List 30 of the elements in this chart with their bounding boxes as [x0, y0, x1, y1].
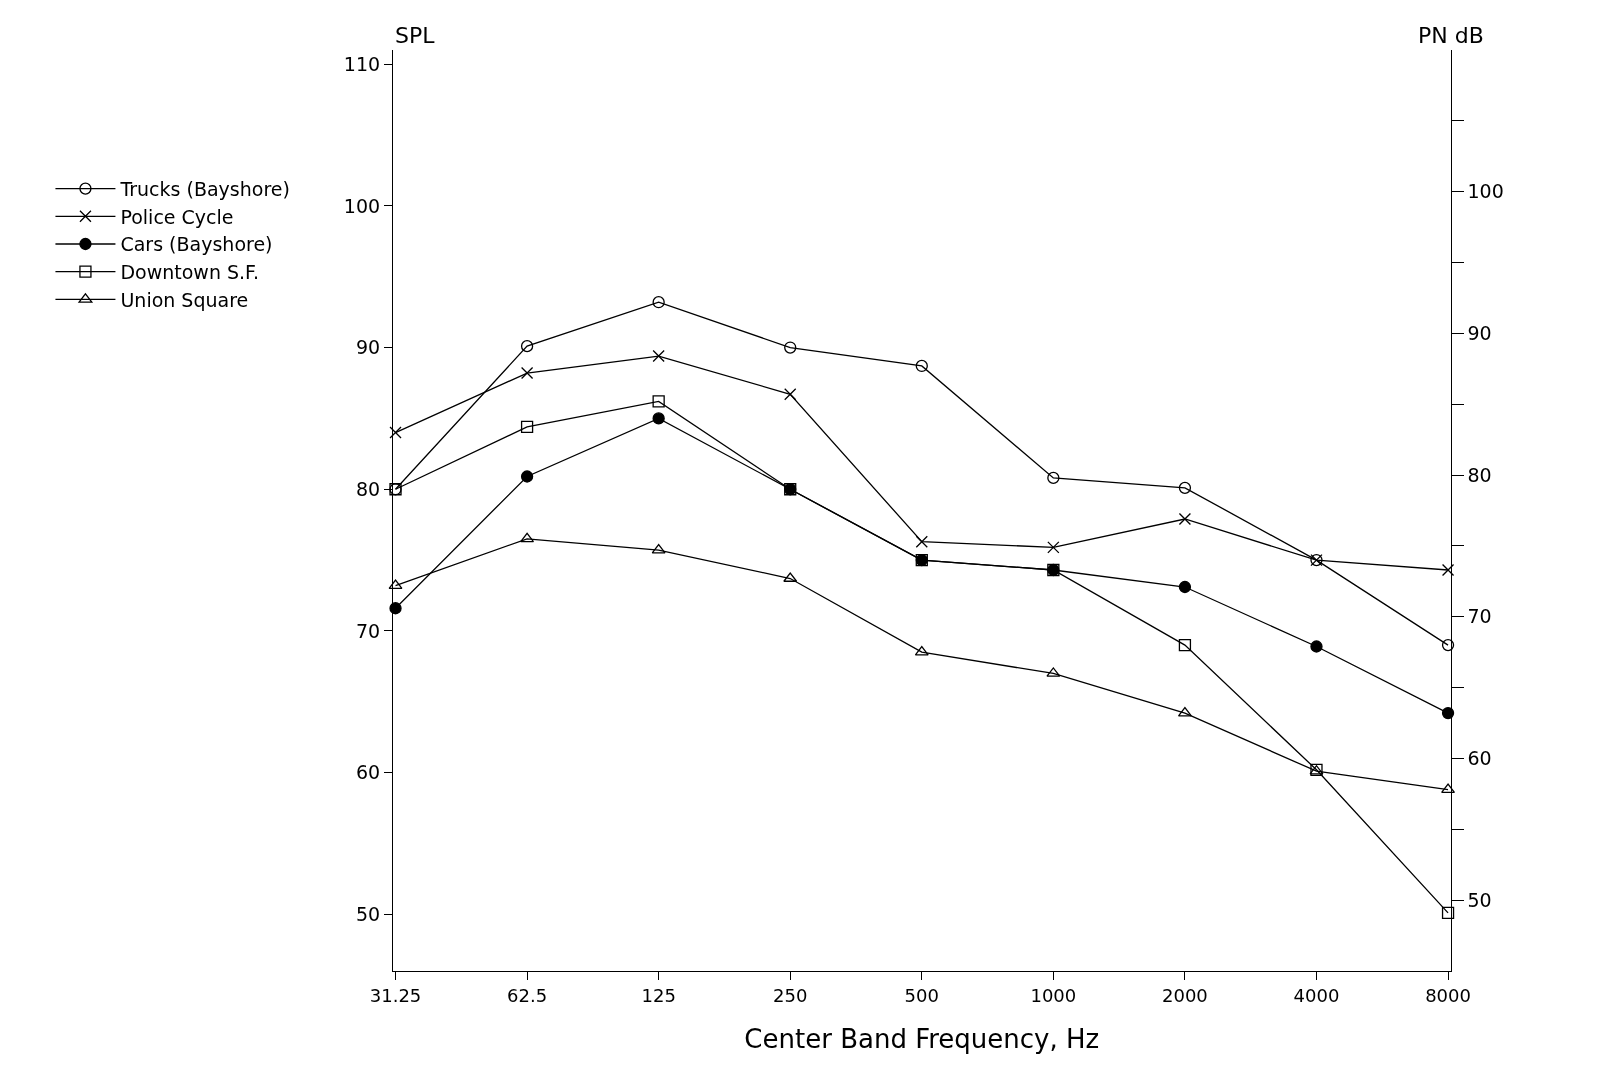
y-tick-label: 90: [355, 336, 381, 359]
y2-axis-title: PN dB: [1418, 23, 1484, 48]
legend-label: Trucks (Bayshore): [119, 177, 290, 200]
x-tick-label: 62.5: [507, 984, 548, 1006]
y2-tick-label: 50: [1467, 888, 1492, 911]
legend-label: Downtown S.F.: [120, 261, 259, 284]
x-tick-label: 2000: [1162, 984, 1208, 1006]
y2-tick-label: 70: [1467, 605, 1492, 628]
y2-tick-label: 80: [1467, 463, 1492, 486]
x-tick-label: 250: [773, 984, 808, 1006]
x-tick-label: 31.25: [369, 984, 422, 1006]
y-axis-title: SPL: [395, 23, 436, 48]
y-tick-label: 110: [343, 52, 381, 75]
y-tick-label: 60: [355, 761, 381, 784]
x-tick-label: 500: [904, 984, 939, 1006]
x-tick-label: 8000: [1425, 984, 1471, 1006]
legend-label: Union Square: [120, 288, 249, 311]
x-tick-label: 4000: [1293, 984, 1340, 1006]
x-tick-label: 125: [641, 984, 676, 1006]
y2-tick-label: 90: [1467, 322, 1492, 345]
y2-tick-label: 60: [1467, 747, 1492, 770]
legend-label: Police Cycle: [120, 205, 234, 228]
y-tick-label: 80: [355, 477, 381, 500]
x-axis-title: Center Band Frequency, Hz: [744, 1024, 1100, 1055]
y2-tick-label: 100: [1467, 180, 1504, 203]
y-tick-label: 70: [355, 619, 381, 642]
legend-label: Cars (Bayshore): [120, 233, 273, 256]
y-tick-label: 50: [355, 902, 381, 925]
y-tick-label: 100: [343, 194, 381, 217]
x-tick-label: 1000: [1030, 984, 1077, 1006]
